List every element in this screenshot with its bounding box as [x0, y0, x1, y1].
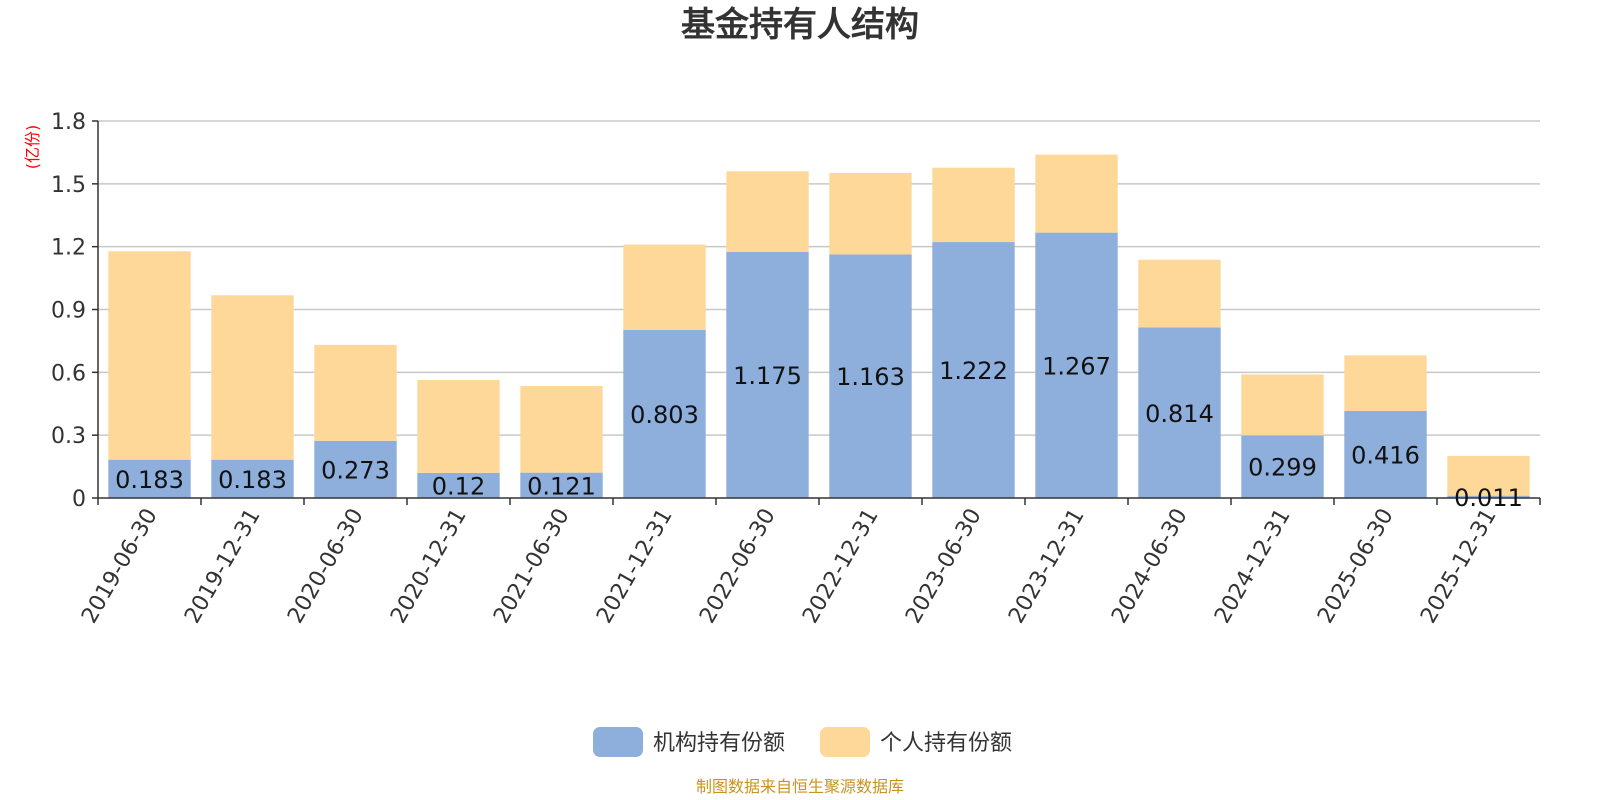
- x-tick-label: 2024-12-31: [1210, 505, 1296, 628]
- y-tick-label: 1.2: [51, 236, 86, 261]
- bar-institutional: [1035, 232, 1118, 498]
- y-axis-ticks: 0 0.3 0.6 0.9 1.2 1.5 1.8: [51, 110, 86, 512]
- bar-institutional: [211, 459, 294, 498]
- data-label: 0.12: [432, 472, 485, 500]
- bar-individual: [1138, 259, 1221, 328]
- x-tick-label: 2020-06-30: [283, 505, 369, 628]
- source-note: 制图数据来自恒生聚源数据库: [696, 777, 904, 796]
- x-tick-label: 2021-12-31: [592, 505, 678, 628]
- bar-institutional: [932, 242, 1015, 498]
- bar-institutional: [1344, 410, 1427, 498]
- y-tick-label: 0.6: [51, 361, 86, 386]
- bar-individual: [1035, 154, 1118, 233]
- y-tick-label: 0.3: [51, 424, 86, 449]
- x-tick-label: 2023-06-30: [901, 505, 987, 628]
- bar-individual: [1447, 455, 1530, 496]
- data-label: 1.222: [939, 357, 1008, 385]
- chart-title: 基金持有人结构: [681, 5, 919, 45]
- data-label: 1.163: [836, 363, 905, 391]
- x-tick-label: 2022-12-31: [798, 505, 884, 628]
- x-tick-label: 2025-12-31: [1416, 505, 1502, 628]
- bar-institutional: [726, 251, 809, 498]
- x-tick-label: 2020-12-31: [386, 505, 472, 628]
- bar-individual: [932, 167, 1015, 243]
- bar-individual: [1241, 374, 1324, 436]
- data-label: 0.273: [321, 456, 390, 484]
- data-label: 0.121: [527, 472, 596, 500]
- axes: [92, 120, 1541, 505]
- bar-individual: [726, 171, 809, 252]
- legend-item-institutional: 机构持有份额: [653, 731, 785, 756]
- x-tick-label: 2022-06-30: [695, 505, 781, 628]
- data-labels: 0.183 0.183 0.273 0.12 0.121 0.803 1.175 1.163 1…: [115, 352, 1523, 512]
- x-tick-label: 2019-06-30: [77, 505, 163, 628]
- legend-swatch: [593, 727, 643, 757]
- data-label: 1.175: [733, 362, 802, 390]
- data-label: 0.803: [630, 401, 699, 429]
- bar-institutional: [1447, 495, 1530, 498]
- bar-institutional: [1241, 435, 1324, 498]
- bar-individual: [211, 295, 294, 460]
- bar-individual: [829, 172, 912, 255]
- bar-institutional: [829, 254, 912, 498]
- y-tick-label: 0.9: [51, 299, 86, 324]
- bar-institutional: [314, 440, 397, 498]
- data-label: 0.814: [1145, 400, 1214, 428]
- data-label: 0.011: [1454, 484, 1523, 512]
- x-tick-label: 2019-12-31: [180, 505, 266, 628]
- bar-individual: [314, 344, 397, 441]
- x-tick-label: 2021-06-30: [489, 505, 575, 628]
- y-tick-label: 1.5: [51, 173, 86, 198]
- bar-institutional: [520, 472, 603, 498]
- x-tick-label: 2025-06-30: [1313, 505, 1399, 628]
- x-tick-label: 2023-12-31: [1004, 505, 1090, 628]
- bar-institutional: [623, 329, 706, 498]
- bar-institutional: [1138, 327, 1221, 498]
- legend-item-individual: 个人持有份额: [880, 731, 1012, 756]
- bar-institutional: [417, 472, 500, 498]
- legend: 机构持有份额 个人持有份额: [593, 727, 1012, 757]
- x-axis-ticks: 2019-06-30 2019-12-31 2020-06-30 2020-12-31…: [77, 505, 1502, 628]
- y-axis-unit: (亿份): [23, 125, 42, 170]
- data-label: 1.267: [1042, 352, 1111, 380]
- x-tick-label: 2024-06-30: [1107, 505, 1193, 628]
- bar-individual: [1344, 355, 1427, 411]
- y-tick-label: 1.8: [51, 110, 86, 135]
- bar-individual: [108, 251, 191, 460]
- data-label: 0.183: [218, 466, 287, 494]
- y-tick-label: 0: [72, 487, 86, 512]
- bar-institutional: [108, 459, 191, 498]
- data-label: 0.416: [1351, 441, 1420, 469]
- bar-individual: [417, 380, 500, 473]
- data-label: 0.183: [115, 466, 184, 494]
- bars: [108, 154, 1530, 498]
- legend-swatch: [820, 727, 870, 757]
- data-label: 0.299: [1248, 454, 1317, 482]
- bar-individual: [623, 244, 706, 330]
- bar-individual: [520, 385, 603, 473]
